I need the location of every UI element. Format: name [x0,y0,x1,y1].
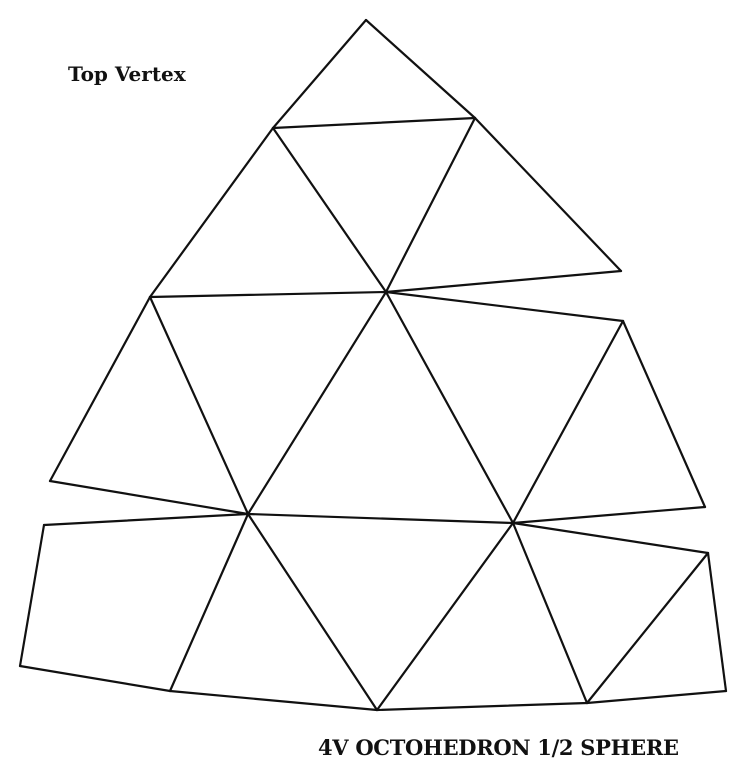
edge [44,514,248,525]
edge [386,118,475,292]
edge [50,297,150,481]
edge [513,523,708,553]
edge [513,523,587,703]
edge [386,292,623,321]
edge [377,703,587,710]
edge [273,118,475,128]
net-edges [20,20,726,710]
edge [170,514,248,691]
edge [708,553,726,691]
edge [513,507,705,523]
edge [273,128,386,292]
edge [248,514,377,710]
edge [366,20,475,118]
edge [170,691,377,710]
edge [475,118,621,271]
edge [20,666,170,691]
edge [248,514,513,523]
edge [623,321,705,507]
top-vertex-label: Top Vertex [68,62,186,86]
edge [150,297,248,514]
edge [587,691,726,703]
edge [386,292,513,523]
edge [273,20,366,128]
diagram-caption: 4V OCTOHEDRON 1/2 SPHERE [318,735,679,760]
edge [377,523,513,710]
edge [513,321,623,523]
edge [248,292,386,514]
edge [150,128,273,297]
edge [50,481,248,514]
edge [587,553,708,703]
edge [386,271,621,292]
edge [150,292,386,297]
edge [20,525,44,666]
